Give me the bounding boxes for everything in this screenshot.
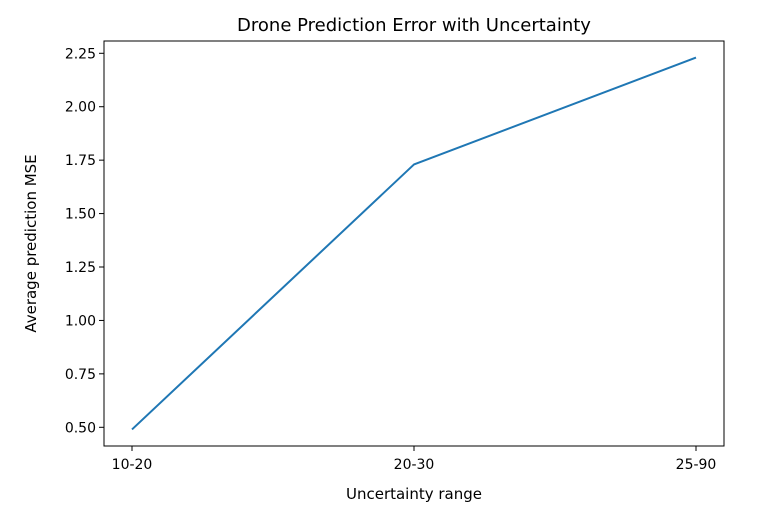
y-tick-label: 0.75 [65, 367, 96, 383]
y-tick-label: 1.50 [65, 207, 96, 223]
chart-title: Drone Prediction Error with Uncertainty [237, 15, 591, 36]
y-tick-label: 1.75 [65, 153, 96, 169]
y-tick-label: 1.25 [65, 260, 96, 276]
x-axis: 10-20 20-30 25-90 [112, 446, 717, 473]
y-axis: 0.50 0.75 1.00 1.25 1.50 1.75 2.00 2.25 [65, 46, 104, 436]
y-tick-label: 1.00 [65, 313, 96, 329]
series-line [131, 56, 697, 431]
x-tick-label: 10-20 [112, 457, 153, 473]
y-tick-label: 0.50 [65, 420, 96, 436]
plot-area-frame [103, 40, 725, 447]
y-tick-label: 2.00 [65, 100, 96, 116]
x-tick-label: 20-30 [394, 457, 435, 473]
y-axis-title: Average prediction MSE [22, 154, 40, 332]
series-layer [131, 56, 697, 431]
y-tick-label: 2.25 [65, 46, 96, 62]
x-tick-label: 25-90 [676, 457, 717, 473]
x-axis-title: Uncertainty range [346, 485, 482, 503]
